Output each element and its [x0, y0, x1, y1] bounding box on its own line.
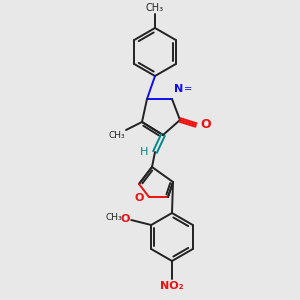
Text: CH₃: CH₃: [108, 131, 125, 140]
Text: O: O: [135, 193, 144, 203]
Text: H: H: [140, 147, 148, 157]
Text: CH₃: CH₃: [146, 3, 164, 13]
Text: CH₃: CH₃: [106, 214, 122, 223]
Text: O: O: [121, 214, 130, 224]
Text: N: N: [174, 84, 183, 94]
Text: =: =: [184, 84, 192, 94]
Text: NO₂: NO₂: [160, 281, 184, 291]
Text: O: O: [200, 118, 211, 131]
